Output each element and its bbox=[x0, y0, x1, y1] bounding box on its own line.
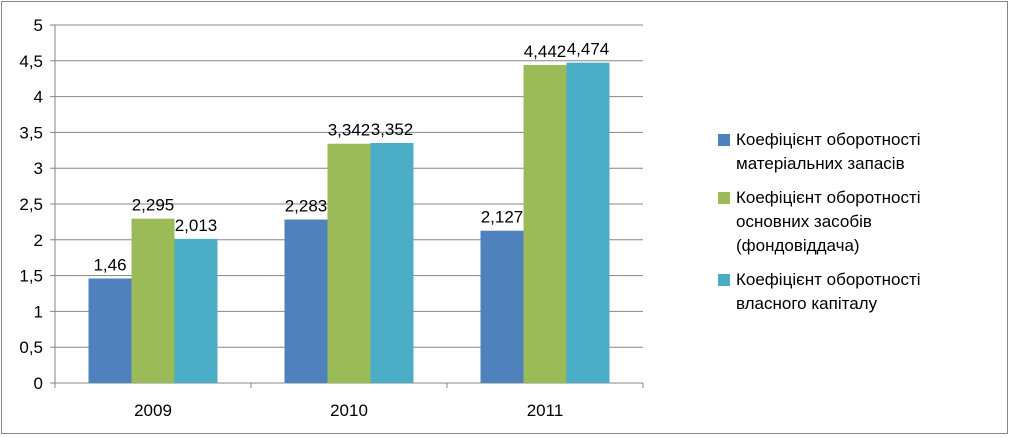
x-tick-label: 2010 bbox=[330, 401, 368, 420]
data-label: 2,127 bbox=[481, 208, 524, 227]
data-label: 1,46 bbox=[93, 255, 126, 274]
data-label: 3,342 bbox=[328, 121, 371, 140]
bar bbox=[174, 238, 218, 383]
bar bbox=[370, 142, 414, 383]
y-tick-label: 0 bbox=[34, 374, 43, 393]
legend-swatch-fixed-assets bbox=[718, 192, 730, 204]
y-tick-label: 4,5 bbox=[19, 52, 43, 71]
bar bbox=[566, 62, 610, 384]
legend-item-equity-turnover: Коефіцієнт оборотності власного капіталу bbox=[718, 268, 988, 316]
y-tick-label: 3 bbox=[34, 159, 43, 178]
legend-item-inventory-turnover: Коефіцієнт оборотності матеріальних запа… bbox=[718, 128, 988, 176]
bar bbox=[131, 218, 175, 383]
legend-label-fixed-assets: Коефіцієнт оборотності основних засобів … bbox=[736, 188, 921, 255]
x-tick-label: 2011 bbox=[527, 401, 564, 420]
legend-label-equity: Коефіцієнт оборотності власного капіталу bbox=[736, 270, 921, 313]
bar bbox=[327, 143, 371, 383]
y-tick-label: 4 bbox=[34, 88, 43, 107]
bar bbox=[88, 278, 132, 383]
legend-swatch-inventory bbox=[718, 134, 730, 146]
y-tick-label: 1,5 bbox=[19, 267, 43, 286]
data-label: 4,474 bbox=[567, 40, 610, 59]
data-label: 3,352 bbox=[371, 120, 414, 139]
y-tick-label: 1 bbox=[34, 302, 43, 321]
bar bbox=[480, 230, 524, 383]
x-tick-label: 2009 bbox=[134, 401, 172, 420]
y-tick-label: 2 bbox=[34, 231, 43, 250]
data-label: 2,013 bbox=[175, 216, 218, 235]
chart-legend: Коефіцієнт оборотності матеріальних запа… bbox=[718, 128, 988, 326]
legend-label-inventory: Коефіцієнт оборотності матеріальних запа… bbox=[736, 130, 921, 173]
y-tick-label: 0,5 bbox=[19, 338, 43, 357]
data-label: 2,283 bbox=[285, 197, 328, 216]
legend-item-fixed-assets-turnover: Коефіцієнт оборотності основних засобів … bbox=[718, 186, 988, 258]
data-label: 2,295 bbox=[132, 196, 175, 215]
data-label: 4,442 bbox=[524, 42, 567, 61]
bar bbox=[284, 219, 328, 383]
y-tick-label: 5 bbox=[34, 16, 43, 35]
y-tick-label: 2,5 bbox=[19, 195, 43, 214]
legend-swatch-equity bbox=[718, 274, 730, 286]
y-tick-label: 3,5 bbox=[19, 123, 43, 142]
bar bbox=[523, 64, 567, 384]
